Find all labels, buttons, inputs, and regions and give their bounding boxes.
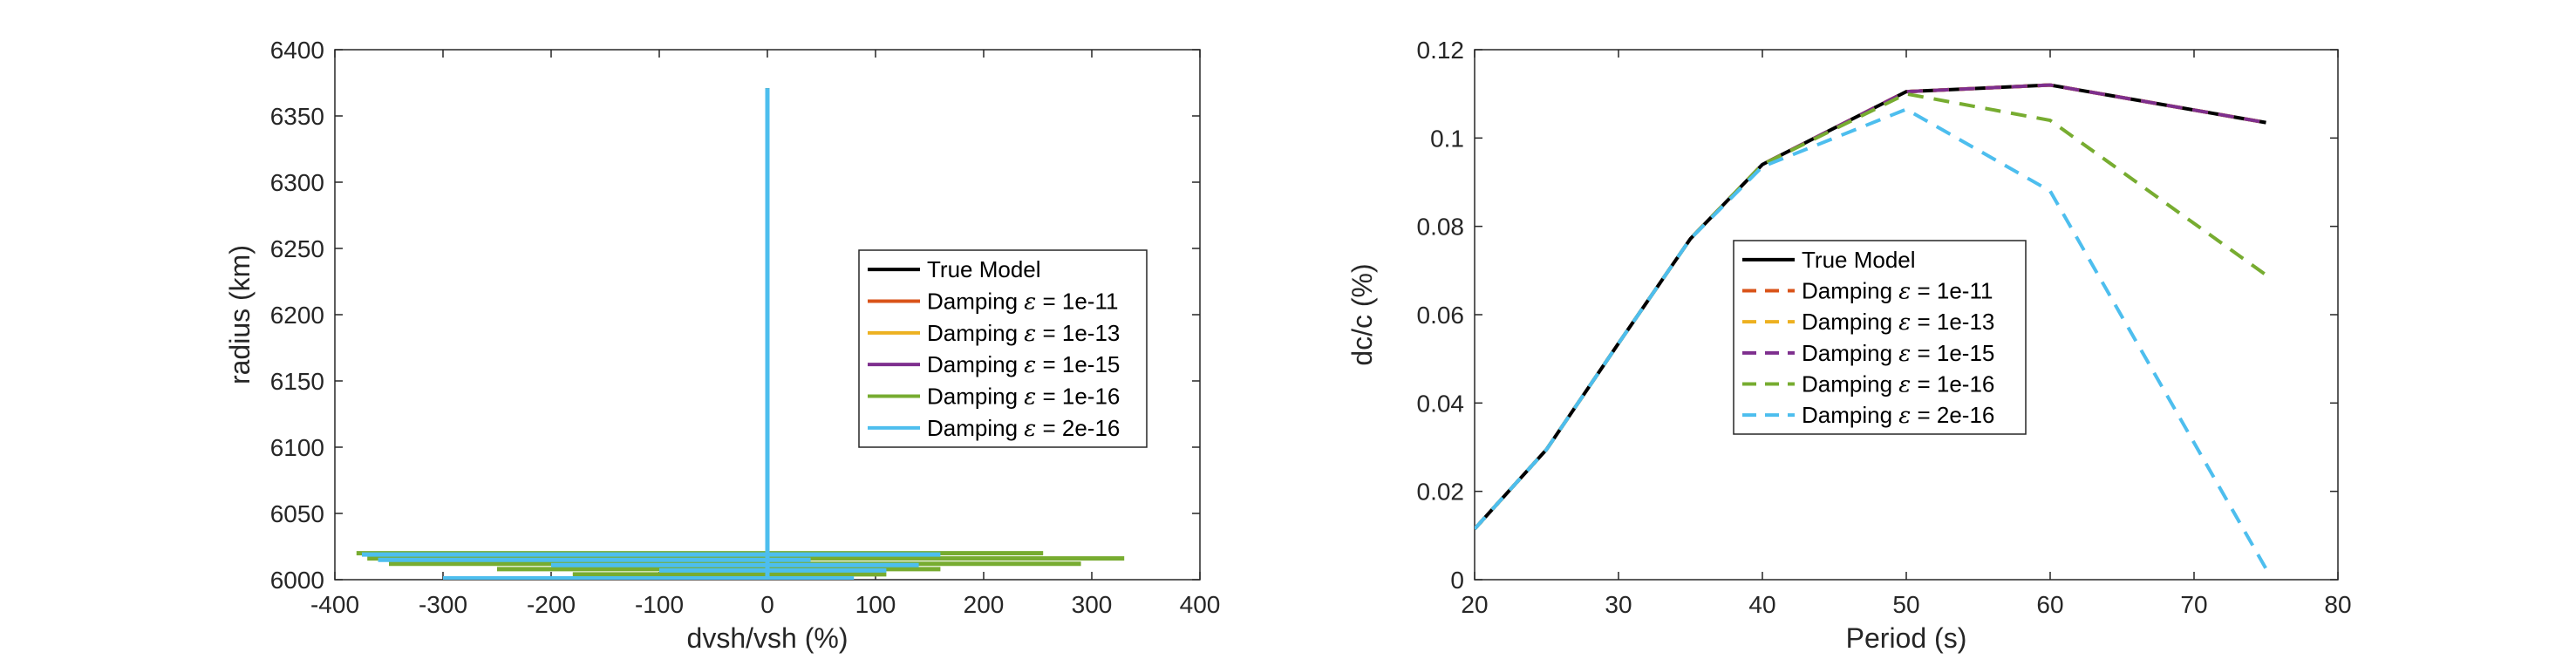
x-tick-label: 200 <box>964 591 1005 618</box>
x-tick-label: 30 <box>1605 591 1632 618</box>
y-tick-label: 6100 <box>270 434 324 461</box>
y-axis-label: dc/c (%) <box>1346 263 1378 365</box>
y-tick-label: 6150 <box>270 368 324 395</box>
x-tick-label: 400 <box>1180 591 1221 618</box>
legend: True Model Damping ε = 1e-11 Damping ε = 1… <box>1733 240 2027 435</box>
y-tick-label: 0.06 <box>1417 302 1465 329</box>
y-tick-label: 6250 <box>270 235 324 262</box>
legend-box <box>1733 240 2027 435</box>
legend-label: Damping ε = 1e-16 <box>1802 371 1994 398</box>
y-tick-label: 0.12 <box>1417 37 1465 64</box>
legend-label: Damping ε = 1e-16 <box>927 384 1120 411</box>
x-axis-label: dvsh/vsh (%) <box>687 622 848 654</box>
x-tick-label: -200 <box>527 591 576 618</box>
y-tick-label: 0 <box>1450 567 1464 594</box>
legend-label: Damping ε = 2e-16 <box>927 415 1120 442</box>
y-tick-label: 6200 <box>270 302 324 329</box>
y-tick-label: 6000 <box>270 567 324 594</box>
x-tick-label: 70 <box>2180 591 2207 618</box>
x-axis-label: Period (s) <box>1846 622 1967 654</box>
y-tick-label: 6300 <box>270 169 324 196</box>
x-tick-label: 80 <box>2324 591 2351 618</box>
y-tick-label: 6050 <box>270 500 324 527</box>
legend-label: Damping ε = 1e-15 <box>927 351 1120 378</box>
y-axis-label: radius (km) <box>224 245 256 384</box>
legend-label: True Model <box>1802 247 1916 273</box>
right-plot: 20 30 40 50 60 70 80 0 0.02 0.04 0.06 0.08 0.1 0.12 Pe… <box>1346 37 2352 654</box>
x-tick-label: 0 <box>760 591 774 618</box>
series-line <box>1475 83 2266 531</box>
series-line <box>1475 92 2267 531</box>
x-tick-label: 100 <box>855 591 896 618</box>
legend-label: Damping ε = 1e-13 <box>1802 309 1994 336</box>
legend-label: Damping ε = 1e-13 <box>927 320 1120 347</box>
y-tick-label: 0.08 <box>1417 214 1465 241</box>
legend-label: Damping ε = 1e-11 <box>927 289 1118 316</box>
y-tick-label: 0.02 <box>1417 479 1465 506</box>
x-tick-label: -100 <box>635 591 684 618</box>
y-tick-label: 0.04 <box>1417 390 1465 417</box>
x-tick-label: -300 <box>419 591 467 618</box>
x-tick-label: 40 <box>1748 591 1775 618</box>
y-tick-label: 6400 <box>270 37 324 64</box>
x-tick-label: 300 <box>1072 591 1113 618</box>
y-tick-label: 6350 <box>270 103 324 130</box>
legend-box <box>858 249 1148 448</box>
y-tick-label: 0.1 <box>1430 125 1464 152</box>
left-plot: -400 -300 -200 -100 0 100 200 300 400 6000 6050 610… <box>224 37 1220 654</box>
x-tick-label: 50 <box>1892 591 1919 618</box>
x-tick-label: 60 <box>2036 591 2063 618</box>
legend-label: Damping ε = 1e-15 <box>1802 340 1994 367</box>
x-tick-label: -400 <box>310 591 359 618</box>
x-tick-label: 20 <box>1461 591 1488 618</box>
legend-label: True Model <box>927 256 1041 282</box>
legend-label: Damping ε = 2e-16 <box>1802 402 1994 429</box>
legend: True Model Damping ε = 1e-11 Damping ε = 1… <box>858 249 1148 448</box>
series-layer <box>1475 83 2268 570</box>
legend-label: Damping ε = 1e-11 <box>1802 278 1993 305</box>
series-layer <box>356 88 1125 580</box>
